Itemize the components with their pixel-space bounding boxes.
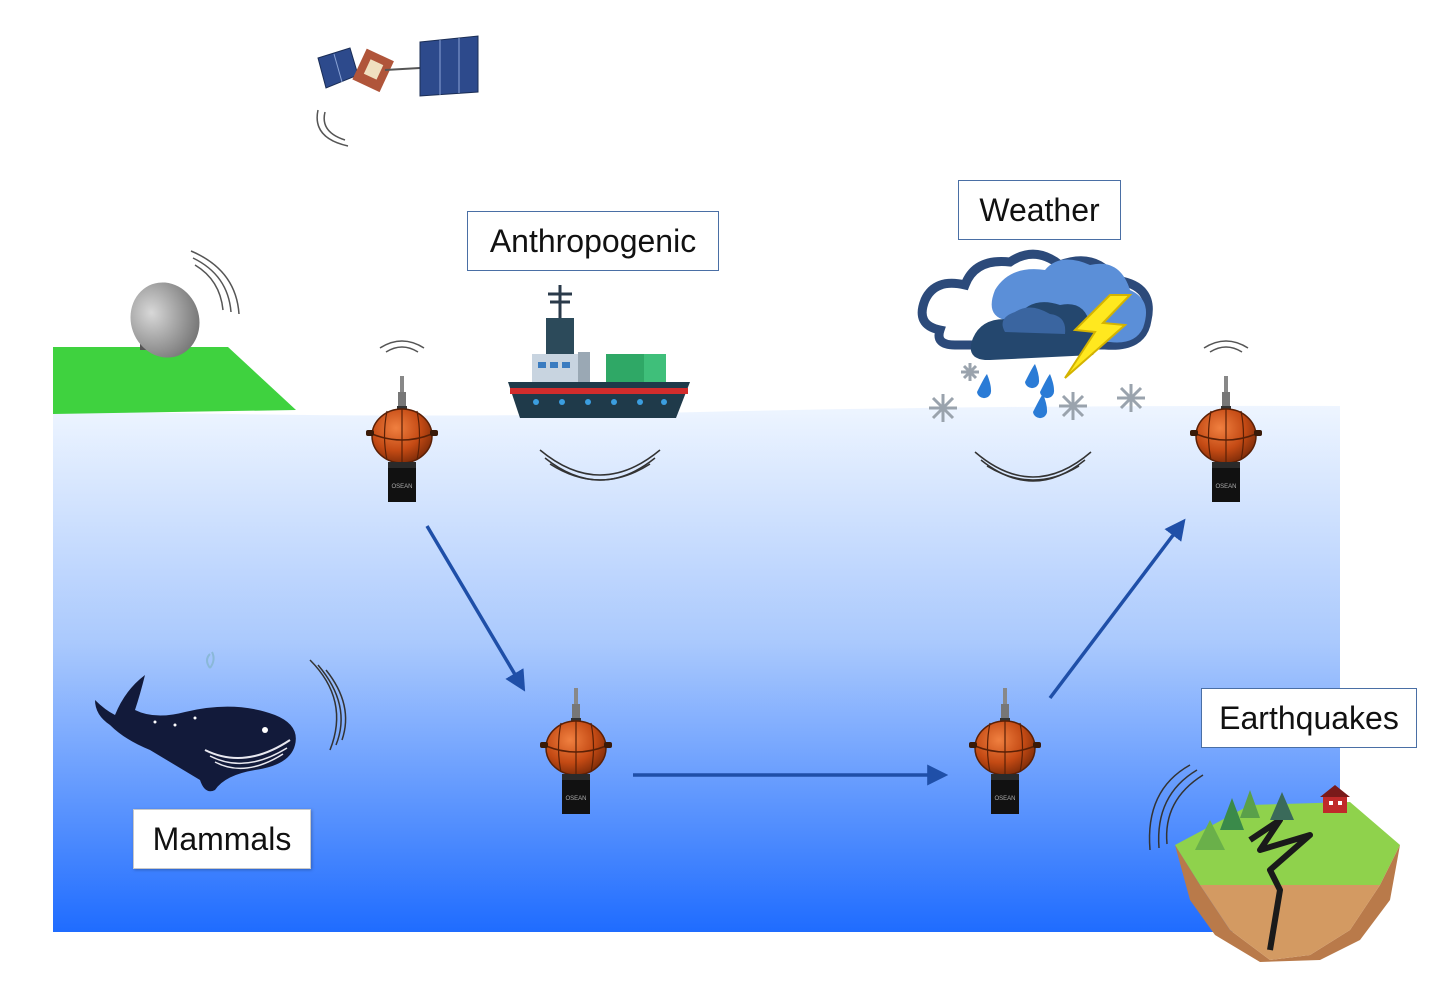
land-station <box>53 250 296 414</box>
storm-cloud-icon <box>917 249 1153 422</box>
cargo-ship-icon <box>508 285 690 418</box>
arrow-descent <box>425 525 526 692</box>
earthquakes-label: Earthquakes <box>1201 688 1417 748</box>
land <box>53 347 296 414</box>
satellite-icon <box>316 35 479 147</box>
house-icon <box>1320 785 1350 813</box>
weather-sound-arcs <box>974 451 1092 482</box>
mammals-label: Mammals <box>133 809 311 869</box>
earthquake-sound-arcs <box>1148 764 1204 851</box>
tree-icon <box>1195 790 1294 850</box>
ship-sound-arcs <box>539 449 661 481</box>
arrow-ascent <box>1048 518 1186 700</box>
whale-sound-arcs <box>309 659 347 751</box>
weather-label: Weather <box>958 180 1121 240</box>
satellite-dish-icon <box>130 250 240 358</box>
anthropogenic-label: Anthropogenic <box>467 211 719 271</box>
earthquake-island-icon <box>1175 785 1400 962</box>
whale-icon <box>95 651 296 792</box>
